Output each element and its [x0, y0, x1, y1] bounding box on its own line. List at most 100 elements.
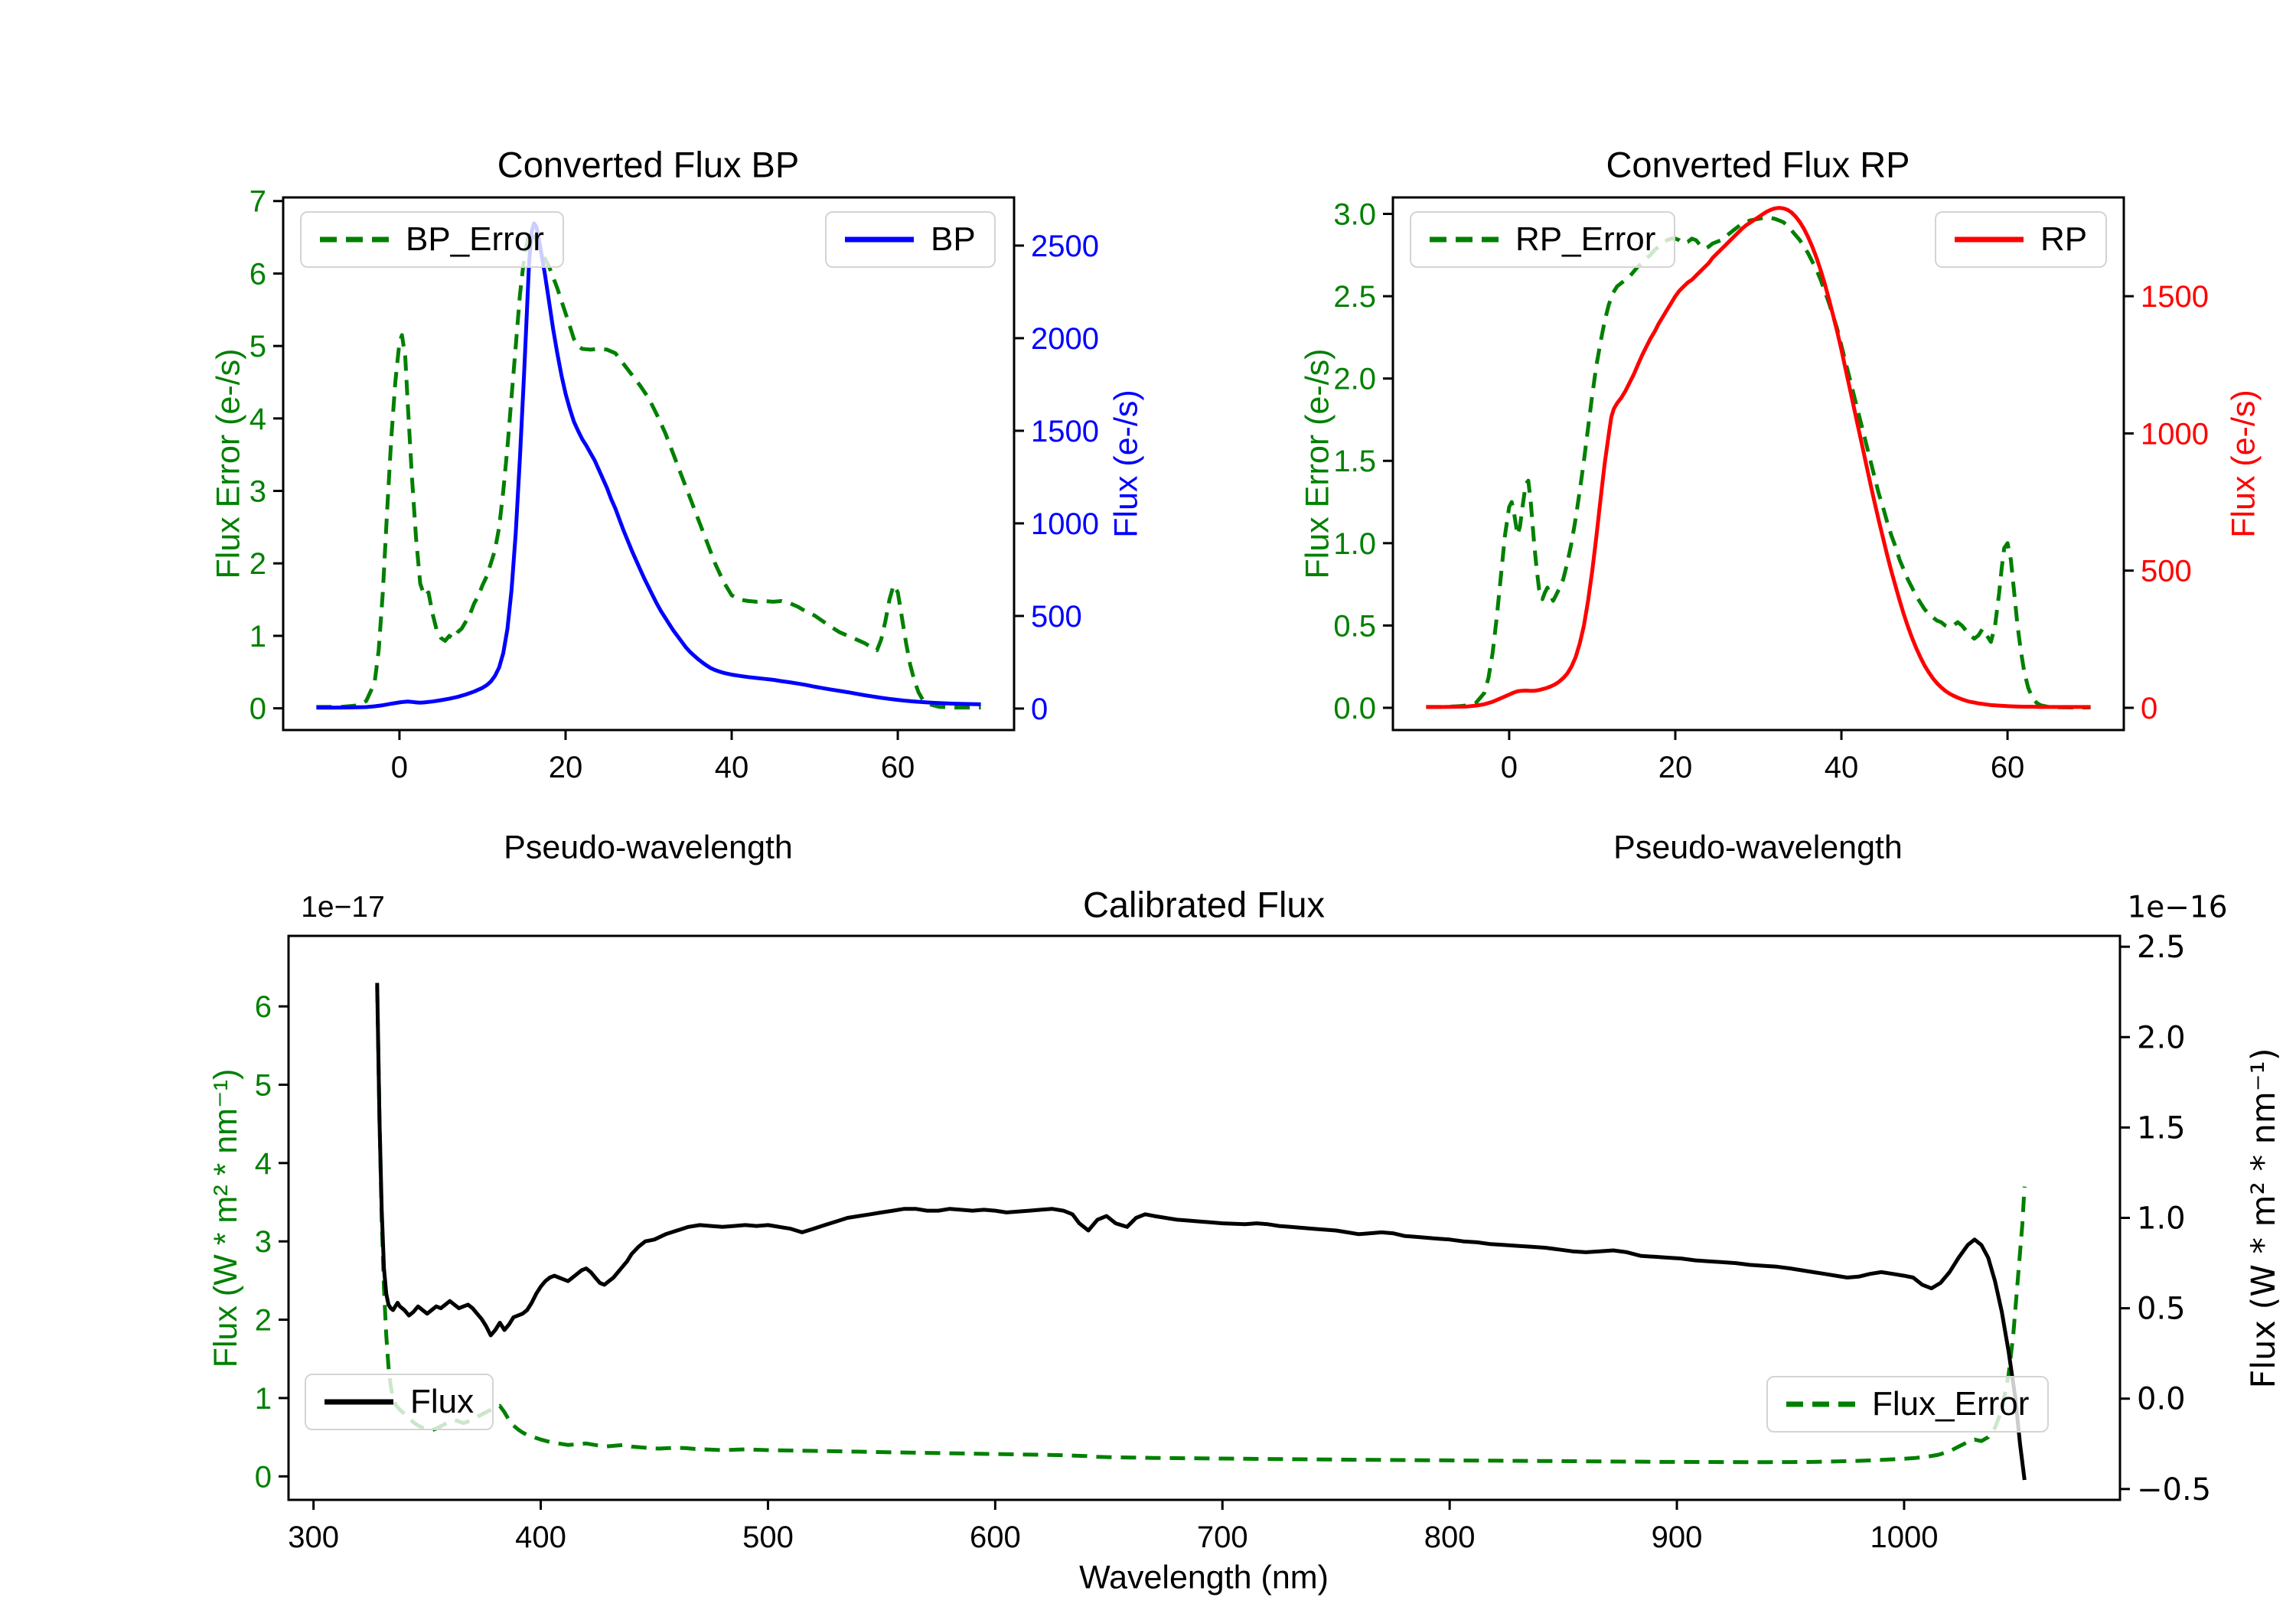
y-tick-label-left: 5 [249, 330, 266, 363]
y-tick-label-left: 5 [255, 1068, 272, 1102]
bp-left-ylabel: Flux Error (e-/s) [210, 348, 247, 579]
y-tick-label-left: 2 [249, 547, 266, 581]
y-tick-label-left: 1 [249, 620, 266, 654]
x-tick-label: 60 [1991, 751, 2025, 784]
plot-calibrated-flux: 300 400 500 600 700 800 900 1000 0 1 2 3 4 5 6 −0.5 0.0 0… [255, 930, 2211, 1554]
series-line-bp [316, 221, 981, 710]
y-tick-label-left: 0.0 [1333, 692, 1376, 725]
x-tick-label: 20 [1658, 751, 1693, 784]
rp-right-ylabel: Flux (e-/s) [2225, 390, 2262, 538]
y-tick-label-left: 1 [255, 1382, 272, 1416]
y-tick-label-left: 4 [255, 1147, 272, 1181]
bp-legend-line-icon [845, 236, 914, 243]
x-tick-label: 600 [970, 1521, 1021, 1554]
flux-error-legend-line-icon [1786, 1401, 1855, 1407]
rp-error-legend-line-icon [1430, 236, 1499, 243]
series-line-rp_error [1426, 215, 2091, 709]
y-tick-label-right: 0.0 [2137, 1382, 2186, 1417]
rp-error-legend-label: RP_Error [1515, 220, 1656, 258]
axes-spines [282, 196, 1016, 732]
y-tick-label-right: 0 [2141, 692, 2157, 725]
bp-plot-title: Converted Flux BP [497, 144, 800, 185]
y-tick-label-right: 1.0 [2137, 1201, 2186, 1237]
x-tick-label: 40 [1825, 751, 1859, 784]
right-axis-offset-text: 1e−16 [2127, 890, 2228, 925]
axes-spines [1391, 196, 2125, 732]
calibrated-flux-title: Calibrated Flux [1082, 884, 1326, 925]
x-tick-label: 40 [715, 751, 749, 784]
x-tick-label: 800 [1424, 1521, 1476, 1554]
y-tick-label-right: 1000 [2141, 417, 2209, 451]
rp-plot-title: Converted Flux RP [1606, 144, 1910, 185]
y-tick-label-right: 500 [2141, 555, 2192, 588]
x-tick-label: 700 [1197, 1521, 1248, 1554]
series-line-rp [1426, 206, 2091, 709]
axes-spines [287, 934, 2122, 1501]
rp-xlabel: Pseudo-wavelength [1613, 829, 1903, 866]
x-tick-label: 60 [881, 751, 915, 784]
y-tick-label-right: 500 [1031, 600, 1082, 634]
plot-converted-flux-rp: 0 20 40 60 0.0 0.5 1.0 1.5 2.0 2.5 3.0 0 500 1000 1500 [1333, 196, 2209, 784]
series-line-bp_error [316, 230, 981, 710]
y-tick-label-left: 4 [249, 403, 266, 436]
flux-left-ylabel: Flux (W * m² * nm⁻¹) [207, 1068, 244, 1368]
bp-right-ylabel: Flux (e-/s) [1107, 390, 1145, 538]
series-group [316, 221, 981, 710]
x-tick-label: 0 [391, 751, 408, 784]
plot-converted-flux-bp: 0 20 40 60 0 1 2 3 4 5 6 7 0 500 1000 1500 2000 2500 [249, 185, 1099, 784]
rp-legend: RP [1935, 211, 2108, 268]
bp-xlabel: Pseudo-wavelength [504, 829, 793, 866]
flux-error-legend: Flux_Error [1766, 1376, 2050, 1433]
x-tick-label: 20 [549, 751, 583, 784]
x-tick-label: 300 [288, 1521, 339, 1554]
bp-legend-label: BP [931, 220, 976, 258]
y-tick-label-left: 6 [249, 257, 266, 291]
y-tick-label-right: 2.5 [2137, 930, 2186, 965]
rp-left-ylabel: Flux Error (e-/s) [1299, 348, 1336, 579]
y-tick-label-left: 0.5 [1333, 609, 1376, 643]
flux-legend: Flux [305, 1374, 494, 1430]
y-tick-label-left: 1.5 [1333, 445, 1376, 478]
y-tick-label-left: 3 [249, 475, 266, 509]
y-tick-label-left: 2.5 [1333, 280, 1376, 314]
x-tick-label: 1000 [1870, 1521, 1938, 1554]
y-tick-label-right: 2.0 [2137, 1020, 2186, 1055]
rp-legend-label: RP [2040, 220, 2088, 258]
y-tick-label-right: 0.5 [2137, 1292, 2186, 1327]
flux-right-ylabel: Flux (W * m² * nm⁻¹) [2245, 1048, 2283, 1389]
bp-legend: BP [825, 211, 996, 268]
wavelength-xlabel: Wavelength (nm) [1079, 1559, 1329, 1596]
flux-legend-label: Flux [410, 1383, 475, 1420]
y-tick-label-right: 1000 [1031, 507, 1099, 541]
y-tick-label-right: 1.5 [2137, 1110, 2186, 1146]
rp-error-legend: RP_Error [1410, 211, 1676, 268]
series-group [1426, 206, 2091, 709]
y-tick-label-left: 3 [255, 1225, 272, 1259]
bp-error-legend-line-icon [320, 236, 389, 243]
y-tick-label-left: 1.0 [1333, 527, 1376, 561]
y-tick-label-left: 6 [255, 990, 272, 1024]
y-tick-label-left: 3.0 [1333, 198, 1376, 232]
y-tick-label-right: 2000 [1031, 322, 1099, 356]
x-tick-label: 900 [1652, 1521, 1703, 1554]
left-axis-offset-text: 1e−17 [301, 891, 385, 924]
series-line-flux [375, 983, 2027, 1481]
x-tick-label: 500 [742, 1521, 794, 1554]
rp-legend-line-icon [1955, 236, 2024, 243]
y-tick-label-left: 0 [249, 693, 266, 726]
y-tick-label-right: 1500 [1031, 415, 1099, 448]
y-tick-label-right: −0.5 [2137, 1472, 2211, 1508]
y-tick-label-left: 2.0 [1333, 363, 1376, 396]
y-tick-label-left: 0 [255, 1460, 272, 1494]
x-tick-label: 0 [1501, 751, 1518, 784]
flux-error-legend-label: Flux_Error [1872, 1385, 2030, 1423]
bp-error-legend: BP_Error [300, 211, 564, 268]
y-tick-label-right: 0 [1031, 693, 1048, 726]
bp-error-legend-label: BP_Error [406, 220, 544, 258]
flux-legend-line-icon [325, 1399, 393, 1405]
y-tick-label-right: 1500 [2141, 280, 2209, 314]
x-tick-label: 400 [515, 1521, 566, 1554]
y-tick-label-left: 7 [249, 185, 266, 219]
